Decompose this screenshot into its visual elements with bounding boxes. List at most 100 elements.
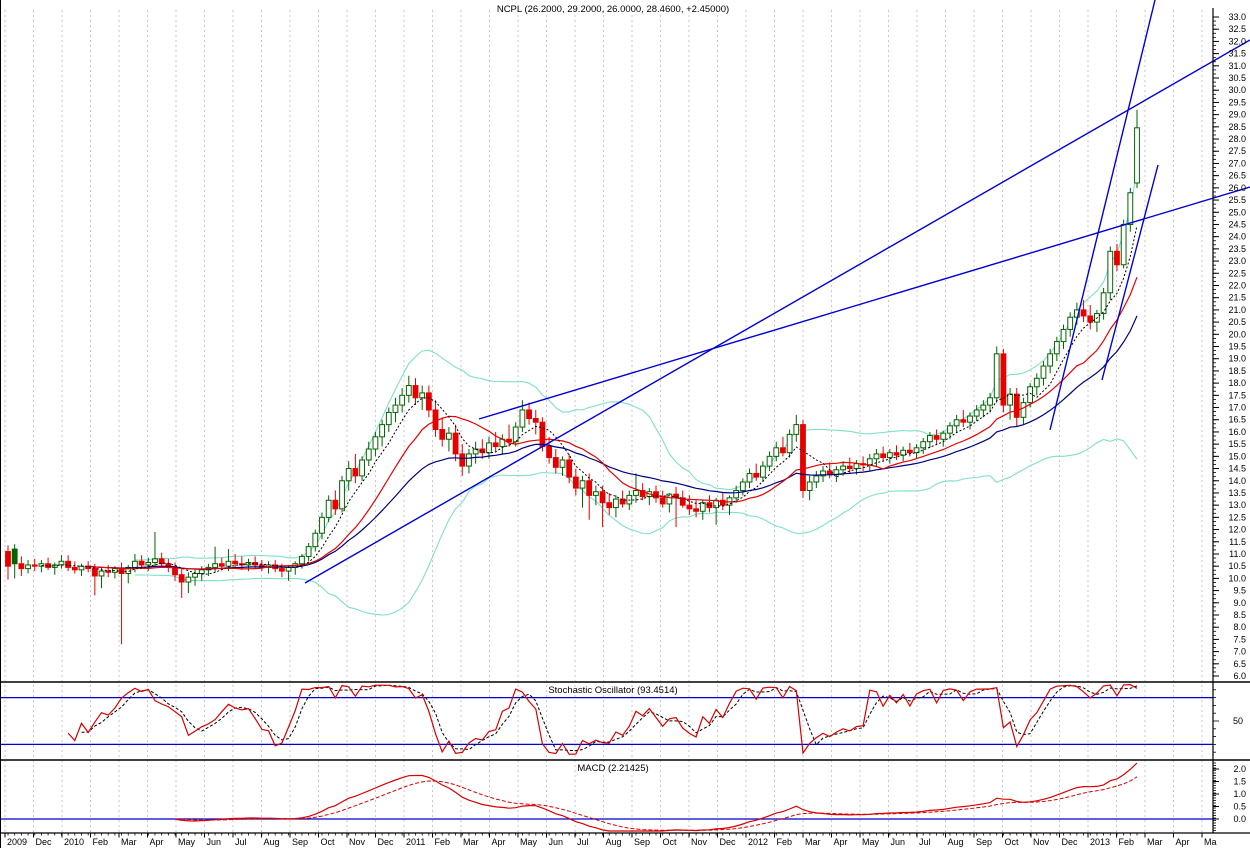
candle	[385, 407, 392, 432]
price-axis-label: 16.0	[1228, 427, 1246, 437]
x-axis-label: Sep	[292, 837, 308, 847]
x-axis-label: Apr	[492, 837, 506, 847]
trend-line	[304, 39, 1250, 584]
price-axis-label: 9.5	[1233, 586, 1246, 596]
candle	[566, 453, 573, 484]
price-axis-label: 13.5	[1228, 488, 1246, 498]
price-axis-label: 6.5	[1233, 659, 1246, 669]
candle	[105, 564, 112, 578]
price-axis-label: 19.5	[1228, 342, 1246, 352]
price-axis-label: 11.5	[1229, 537, 1246, 547]
stochastic-pane	[67, 683, 1138, 755]
x-axis-label: Jun	[891, 837, 906, 847]
price-axis-label: 24.0	[1228, 232, 1246, 242]
candle	[258, 560, 265, 572]
candle	[806, 475, 813, 501]
candle	[1080, 300, 1087, 323]
candle	[158, 552, 165, 567]
price-axis-label: 11.0	[1229, 549, 1246, 559]
stochastic-title: Stochastic Oscillator (93.4514)	[548, 685, 677, 696]
candle	[933, 429, 940, 445]
x-axis-label: Ma	[1204, 837, 1217, 847]
x-axis-label: 2009	[7, 837, 27, 847]
candlesticks	[5, 109, 1140, 645]
price-axis-label: 30.5	[1228, 73, 1246, 83]
candle	[619, 490, 626, 508]
candle	[532, 409, 539, 435]
candle	[98, 567, 105, 589]
price-axis-label: 18.0	[1228, 378, 1246, 388]
candle	[479, 439, 486, 459]
candle	[526, 402, 532, 425]
price-axis-label: 20.5	[1228, 317, 1246, 327]
chart-title: NCPL (26.2000, 29.2000, 26.0000, 28.4600…	[497, 4, 729, 15]
candle	[653, 485, 659, 503]
x-axis-label: Jul	[235, 837, 247, 847]
price-axis-label: 13.0	[1228, 500, 1246, 510]
candle	[953, 414, 960, 432]
candle	[613, 495, 619, 518]
x-axis-label: Feb	[93, 837, 109, 847]
x-axis-label: Aug	[606, 837, 622, 847]
price-axis-label: 24.5	[1228, 219, 1246, 229]
candle	[579, 475, 586, 508]
price-axis-label: 8.5	[1233, 610, 1246, 620]
price-axis-label: 7.0	[1233, 647, 1246, 657]
candle	[359, 456, 365, 481]
candle	[472, 441, 479, 464]
price-axis-label: 20.0	[1228, 329, 1246, 339]
candle	[940, 430, 947, 447]
price-axis-label: 27.5	[1228, 146, 1246, 156]
candle	[25, 560, 31, 574]
candle	[893, 445, 900, 461]
x-axis-label: 2013	[1090, 837, 1110, 847]
candle	[793, 414, 800, 442]
price-axis-label: 22.0	[1228, 280, 1246, 290]
candle	[319, 512, 325, 540]
sma-mid-line	[88, 276, 1138, 570]
candle	[993, 346, 1000, 403]
candle	[967, 412, 973, 430]
price-axis-label: 21.0	[1228, 305, 1246, 315]
x-axis-label: Dec	[378, 837, 395, 847]
candle	[365, 441, 372, 467]
trend-line	[478, 186, 1250, 420]
candle	[185, 572, 192, 594]
candle	[586, 473, 593, 520]
macd-line	[174, 762, 1138, 832]
price-axis-label: 8.0	[1233, 622, 1246, 632]
x-axis-label: Apr	[834, 837, 848, 847]
candle	[232, 553, 239, 568]
price-axis-label: 7.5	[1233, 634, 1246, 644]
price-axis-label: 23.5	[1228, 244, 1246, 254]
x-axis-label: May	[520, 837, 538, 847]
x-axis-label: Feb	[777, 837, 793, 847]
candle	[466, 449, 472, 474]
candle	[499, 434, 506, 454]
price-axis-label: 26.0	[1228, 183, 1246, 193]
candle	[1127, 187, 1134, 232]
candle	[906, 442, 913, 457]
moving-averages	[41, 225, 1138, 575]
candle	[439, 417, 446, 447]
candle	[559, 456, 566, 476]
candle	[71, 561, 78, 574]
candle	[1094, 309, 1100, 332]
candle	[138, 555, 145, 569]
candle	[425, 385, 432, 418]
candle	[446, 427, 452, 452]
price-axis-label: 10.5	[1228, 561, 1246, 571]
candle	[599, 485, 606, 528]
candle	[352, 453, 359, 484]
candle	[813, 470, 820, 489]
candle	[633, 473, 639, 503]
month-gridlines	[4, 10, 1203, 833]
x-axis-label: Apr	[150, 837, 164, 847]
candle	[1107, 246, 1114, 301]
price-axis-label: 12.0	[1228, 525, 1246, 535]
candle	[1020, 397, 1027, 425]
stochastic-k-line	[67, 683, 1138, 755]
candle	[706, 495, 713, 513]
price-axis-label: 18.5	[1228, 366, 1246, 376]
